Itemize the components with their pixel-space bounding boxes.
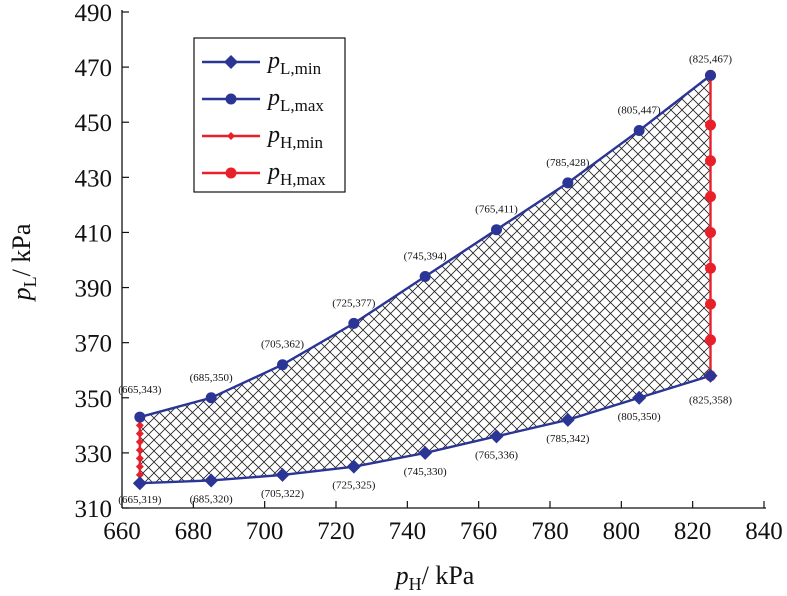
- x-tick-label: 780: [531, 518, 569, 545]
- point-label: (705,362): [261, 339, 304, 351]
- x-tick-label: 740: [389, 518, 427, 545]
- marker-pl-max: [134, 411, 146, 423]
- y-tick-label: 430: [75, 165, 113, 192]
- y-tick-label: 410: [75, 220, 113, 247]
- legend-box: [193, 37, 346, 193]
- point-label: (825,358): [689, 395, 732, 407]
- legend-marker: [227, 132, 235, 140]
- y-axis-title: pL/ kPa: [7, 223, 40, 302]
- legend-label: pL,max: [266, 85, 324, 115]
- x-tick-label: 660: [103, 518, 141, 545]
- marker-ph-max: [705, 262, 716, 274]
- marker-pl-min: [489, 429, 504, 444]
- marker-ph-max: [705, 298, 716, 310]
- y-tick-label: 370: [75, 331, 113, 358]
- y-tick-label: 470: [75, 55, 113, 82]
- marker-pl-max: [562, 177, 574, 189]
- marker-pl-max: [633, 124, 645, 136]
- marker-ph-max: [705, 191, 716, 203]
- marker-ph-min: [135, 470, 144, 479]
- point-label: (665,343): [118, 384, 161, 396]
- point-label: (785,428): [546, 157, 589, 169]
- x-tick-label: 760: [460, 518, 498, 545]
- marker-ph-max: [705, 119, 716, 131]
- point-label: (745,394): [404, 251, 447, 263]
- marker-pl-min: [418, 445, 433, 460]
- marker-ph-min: [135, 446, 144, 455]
- marker-pl-min: [132, 476, 147, 491]
- x-tick-label: 840: [745, 518, 783, 545]
- y-tick-label: 330: [75, 441, 113, 468]
- point-label: (805,350): [618, 411, 661, 423]
- point-label: (765,411): [475, 204, 518, 216]
- marker-pl-max: [277, 359, 288, 371]
- marker-ph-min: [135, 429, 144, 438]
- x-tick-label: 680: [175, 518, 213, 545]
- marker-ph-max: [705, 226, 716, 238]
- point-label: (685,320): [190, 493, 233, 505]
- point-label: (765,336): [475, 449, 518, 461]
- marker-pl-min: [632, 390, 647, 405]
- x-axis-title: pH/ kPa: [394, 561, 475, 594]
- marker-ph-min: [135, 454, 144, 463]
- marker-ph-min: [135, 421, 144, 430]
- x-tick-label: 720: [317, 518, 355, 545]
- marker-pl-min: [275, 467, 290, 482]
- legend-label: pH,max: [266, 159, 326, 189]
- marker-pl-min: [703, 368, 718, 383]
- point-label: (665,319): [118, 494, 161, 506]
- point-label: (825,467): [689, 53, 732, 65]
- marker-pl-min: [204, 473, 219, 488]
- legend-marker: [224, 55, 238, 69]
- point-label: (785,342): [546, 433, 589, 445]
- x-tick-label: 800: [603, 518, 641, 545]
- point-label: (685,350): [190, 372, 233, 384]
- marker-ph-min: [135, 437, 144, 446]
- marker-ph-max: [705, 155, 716, 167]
- marker-ph-max: [705, 334, 716, 346]
- marker-pl-max: [348, 317, 360, 329]
- y-tick-label: 390: [75, 276, 113, 303]
- point-label: (725,377): [332, 297, 375, 309]
- marker-pl-max: [491, 224, 502, 236]
- x-tick-label: 820: [674, 518, 712, 545]
- y-tick-label: 450: [75, 110, 113, 137]
- point-label: (805,447): [618, 104, 661, 116]
- marker-pl-max: [705, 69, 716, 81]
- marker-pl-max: [205, 392, 217, 404]
- y-tick-label: 350: [75, 386, 113, 413]
- marker-pl-min: [560, 412, 575, 427]
- y-tick-label: 310: [75, 496, 113, 523]
- marker-pl-min: [346, 459, 361, 474]
- legend-label: pH,min: [266, 122, 323, 152]
- point-label: (705,322): [261, 488, 304, 500]
- marker-pl-max: [419, 271, 431, 283]
- y-tick-label: 490: [75, 0, 113, 27]
- point-label: (745,330): [404, 466, 447, 478]
- point-label: (725,325): [332, 480, 375, 492]
- legend-marker: [225, 167, 237, 179]
- x-tick-label: 700: [246, 518, 284, 545]
- legend-marker: [225, 93, 237, 105]
- marker-ph-min: [135, 462, 144, 471]
- legend-label: pL,min: [266, 48, 322, 78]
